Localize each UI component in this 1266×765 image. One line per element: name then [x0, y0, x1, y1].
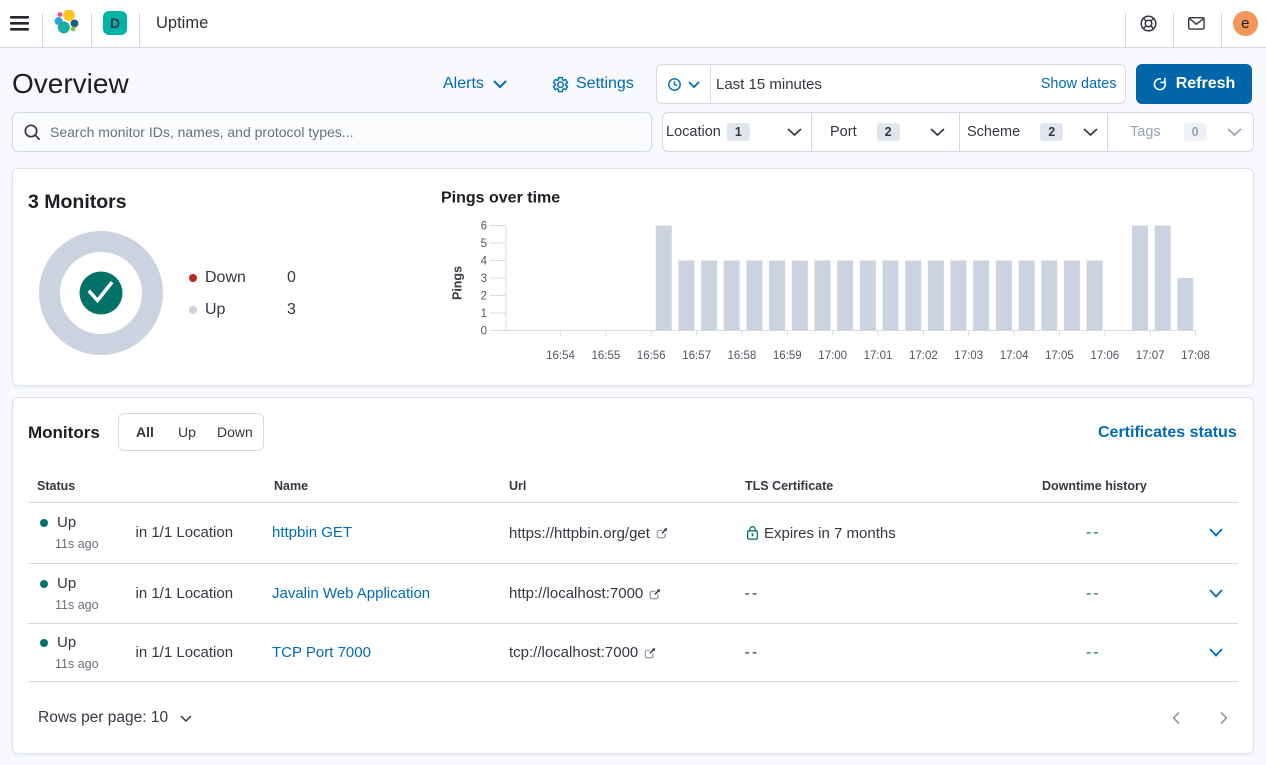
svg-text:17:04: 17:04	[1000, 350, 1029, 362]
svg-text:Pings: Pings	[451, 266, 465, 300]
svg-text:16:55: 16:55	[592, 350, 621, 362]
svg-text:16:56: 16:56	[637, 350, 666, 362]
svg-text:17:06: 17:06	[1090, 350, 1119, 362]
svg-text:3: 3	[481, 273, 487, 285]
svg-text:1: 1	[481, 308, 487, 320]
svg-text:5: 5	[481, 238, 487, 250]
svg-text:16:54: 16:54	[546, 350, 575, 362]
svg-text:17:00: 17:00	[818, 350, 847, 362]
svg-text:16:58: 16:58	[728, 350, 757, 362]
svg-text:2: 2	[481, 291, 487, 303]
svg-text:Pings over time: Pings over time	[441, 190, 560, 207]
svg-text:17:08: 17:08	[1181, 350, 1210, 362]
svg-text:17:02: 17:02	[909, 350, 938, 362]
svg-text:16:59: 16:59	[773, 350, 802, 362]
svg-text:17:05: 17:05	[1045, 350, 1074, 362]
svg-text:6: 6	[481, 221, 487, 233]
svg-text:17:07: 17:07	[1136, 350, 1165, 362]
svg-text:4: 4	[481, 256, 488, 268]
svg-text:16:57: 16:57	[682, 350, 711, 362]
svg-text:17:01: 17:01	[864, 350, 893, 362]
svg-text:0: 0	[481, 326, 487, 338]
svg-text:17:03: 17:03	[954, 350, 983, 362]
